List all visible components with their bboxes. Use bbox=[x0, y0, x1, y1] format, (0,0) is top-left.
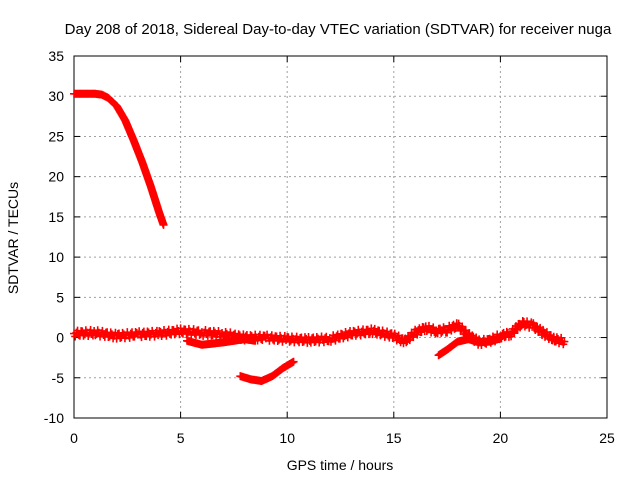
data-point bbox=[251, 336, 260, 345]
data-point bbox=[150, 332, 159, 341]
x-tick-label: 15 bbox=[386, 430, 402, 446]
y-tick-label: -5 bbox=[52, 370, 65, 386]
plot-frame bbox=[73, 55, 608, 419]
data-point bbox=[292, 332, 301, 341]
tick-marks bbox=[73, 55, 608, 419]
data-point bbox=[125, 333, 134, 342]
y-tick-label: 0 bbox=[56, 330, 64, 346]
y-tick-label: 30 bbox=[48, 88, 64, 104]
x-tick-label: 20 bbox=[493, 430, 509, 446]
grid bbox=[74, 56, 607, 418]
series-near-zero-track bbox=[70, 317, 569, 350]
chart-title: Day 208 of 2018, Sidereal Day-to-day VTE… bbox=[65, 21, 612, 38]
data-point bbox=[458, 322, 467, 331]
y-tick-label: 10 bbox=[48, 249, 64, 265]
data-point bbox=[322, 332, 331, 341]
x-tick-label: 25 bbox=[599, 430, 615, 446]
data-point bbox=[137, 333, 146, 342]
y-tick-label: 15 bbox=[48, 209, 64, 225]
series-mid-track bbox=[182, 335, 260, 349]
y-tick-label: 5 bbox=[56, 289, 64, 305]
data-point bbox=[289, 357, 298, 366]
data-point bbox=[159, 220, 168, 229]
y-tick-label: 25 bbox=[48, 128, 64, 144]
y-tick-label: 20 bbox=[48, 169, 64, 185]
data-point bbox=[429, 323, 438, 332]
data-point bbox=[319, 338, 328, 347]
x-tick-label: 5 bbox=[177, 430, 185, 446]
x-tick-label: 10 bbox=[279, 430, 295, 446]
x-tick-labels: 0 5 10 15 20 25 bbox=[70, 430, 615, 446]
x-tick-label: 0 bbox=[70, 430, 78, 446]
series-late-track bbox=[434, 334, 505, 360]
data-point bbox=[98, 326, 107, 335]
data-point bbox=[267, 331, 276, 340]
data-marks bbox=[70, 89, 569, 385]
data-point bbox=[496, 334, 505, 343]
y-tick-label: -10 bbox=[44, 410, 64, 426]
data-point bbox=[560, 337, 569, 346]
data-point bbox=[201, 326, 210, 335]
data-point bbox=[86, 325, 95, 334]
data-point bbox=[189, 325, 198, 334]
y-tick-label: 35 bbox=[48, 48, 64, 64]
y-axis-label: SDTVAR / TECUs bbox=[5, 182, 21, 294]
data-point bbox=[176, 324, 185, 333]
data-point bbox=[258, 335, 267, 344]
series-high-track bbox=[70, 89, 168, 229]
x-axis-label: GPS time / hours bbox=[287, 457, 394, 473]
series-low-track bbox=[236, 357, 298, 385]
y-tick-labels: 35 30 25 20 15 10 5 0 -5 -10 bbox=[44, 48, 64, 426]
